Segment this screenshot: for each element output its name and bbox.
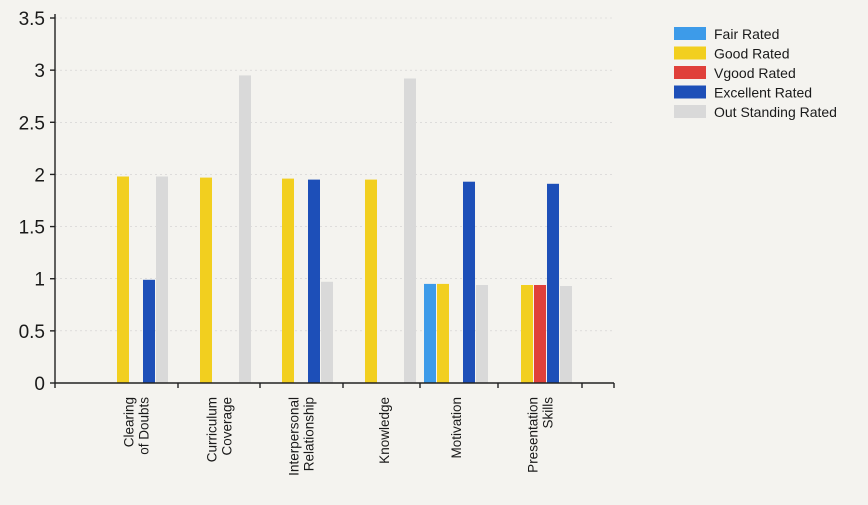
x-axis-category-labels: Clearing of Doubts Curriculum Coverage Inter… xyxy=(122,397,556,476)
x-category-label: Interpersonal Relationship xyxy=(287,397,317,476)
bar-good-rated xyxy=(437,283,449,383)
legend-swatch xyxy=(674,46,706,60)
legend-swatch xyxy=(674,85,706,99)
bar-out-standing-rated xyxy=(321,281,333,383)
y-tick-label: 2.5 xyxy=(19,113,45,134)
legend-swatch xyxy=(674,27,706,40)
bar-out-standing-rated xyxy=(239,75,251,384)
bar-excellent-rated xyxy=(308,179,320,383)
bar-fair-rated xyxy=(424,283,436,383)
bar-out-standing-rated xyxy=(476,285,488,383)
x-category-label-line: Relationship xyxy=(302,397,317,471)
y-tick-label: 1.5 xyxy=(19,218,45,239)
bar-out-standing-rated xyxy=(404,78,416,383)
bar-good-rated xyxy=(365,179,377,383)
legend-label: Good Rated xyxy=(714,46,790,62)
legend-label: Vgood Rated xyxy=(714,65,796,81)
bars xyxy=(117,75,572,384)
x-category-label-line: Knowledge xyxy=(377,397,392,464)
x-category-label-line: of Doubts xyxy=(137,397,152,455)
bar-vgood-rated xyxy=(534,285,546,383)
x-category-label-line: Motivation xyxy=(449,397,464,459)
legend-label: Out Standing Rated xyxy=(714,104,837,120)
legend-swatch xyxy=(674,105,706,118)
x-category-label-line: Interpersonal xyxy=(287,397,302,476)
legend: Fair Rated Good Rated Vgood Rated Excellent… xyxy=(674,26,837,120)
bar-out-standing-rated xyxy=(560,286,572,383)
x-category-label-line: Curriculum xyxy=(205,397,220,462)
y-tick-label: 0 xyxy=(34,374,45,395)
legend-label: Excellent Rated xyxy=(714,85,812,101)
bar-out-standing-rated xyxy=(156,176,168,383)
bar-good-rated xyxy=(200,177,212,383)
y-tick-label: 2 xyxy=(34,165,45,186)
y-tick-label: 0.5 xyxy=(19,322,45,343)
x-category-label-line: Presentation xyxy=(526,397,541,473)
axes xyxy=(50,14,615,388)
y-tick-label: 3.5 xyxy=(19,9,45,30)
bar-excellent-rated xyxy=(547,183,559,383)
x-category-label: Presentation Skills xyxy=(526,397,556,473)
bar-excellent-rated xyxy=(143,279,155,383)
legend-label: Fair Rated xyxy=(714,26,779,42)
grid xyxy=(55,17,614,332)
y-tick-label: 1 xyxy=(34,270,45,291)
x-category-label: Curriculum Coverage xyxy=(205,397,235,462)
x-category-label-line: Clearing xyxy=(122,397,137,447)
y-axis-tick-labels: 0 0.5 1 1.5 2 2.5 3 3.5 xyxy=(19,9,45,395)
bar-good-rated xyxy=(282,178,294,383)
bar-good-rated xyxy=(521,285,533,383)
x-category-label: Clearing of Doubts xyxy=(122,397,152,455)
x-category-label-line: Coverage xyxy=(220,397,235,456)
x-category-label: Knowledge xyxy=(377,397,392,464)
y-tick-label: 3 xyxy=(34,61,45,82)
bar-good-rated xyxy=(117,176,129,383)
bar-excellent-rated xyxy=(463,181,475,383)
legend-swatch xyxy=(674,66,706,79)
x-category-label-line: Skills xyxy=(541,397,556,429)
x-category-label: Motivation xyxy=(449,397,464,459)
